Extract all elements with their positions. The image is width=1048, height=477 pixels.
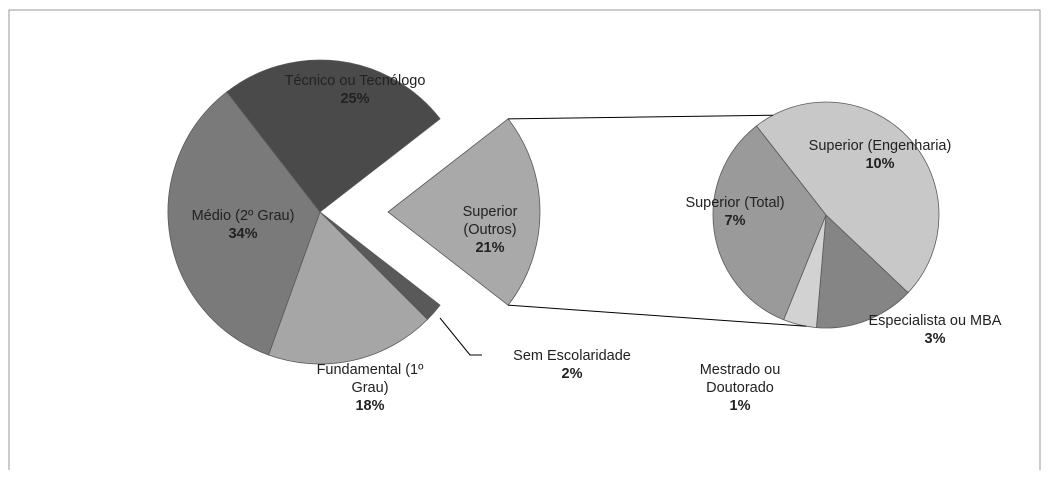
pie-slice	[755, 101, 940, 294]
data-label: Técnico ou Tecnólogo 25%	[255, 72, 455, 108]
pie-slice	[268, 211, 429, 365]
category-label: Especialista ou MBA	[868, 313, 1002, 329]
data-label: Especialista ou MBA 3%	[850, 312, 1020, 348]
data-label: Médio (2º Grau) 34%	[173, 207, 313, 243]
connector-line	[508, 304, 807, 327]
frame	[8, 9, 1041, 470]
value-label: 7%	[724, 213, 746, 229]
data-label: Superior (Engenharia) 10%	[790, 137, 970, 173]
pie-slice	[167, 91, 321, 356]
data-label: Superior (Total) 7%	[665, 194, 805, 230]
value-label: 10%	[865, 156, 895, 172]
data-label: Superior (Outros) 21%	[453, 203, 528, 257]
pie-slice	[387, 118, 541, 306]
category-label: Técnico ou Tecnólogo	[284, 73, 426, 89]
category-label: Médio (2º Grau)	[191, 208, 295, 224]
category-label: Superior (Total)	[685, 195, 785, 211]
pie-slice	[815, 214, 909, 329]
category-label: Mestrado ou Doutorado	[699, 362, 781, 396]
category-label: Fundamental (1º Grau)	[316, 362, 424, 396]
value-label: 18%	[355, 398, 385, 414]
data-label: Fundamental (1º Grau) 18%	[308, 361, 433, 415]
value-label: 1%	[729, 398, 751, 414]
value-label: 21%	[475, 240, 505, 256]
connector-line	[508, 114, 773, 120]
value-label: 25%	[340, 91, 370, 107]
pie-slice	[712, 125, 827, 321]
category-label: Superior (Engenharia)	[808, 138, 952, 154]
data-label: Mestrado ou Doutorado 1%	[690, 361, 790, 415]
pie-slice	[226, 59, 441, 213]
value-label: 34%	[228, 226, 258, 242]
data-label: Sem Escolaridade 2%	[487, 347, 657, 383]
value-label: 3%	[924, 331, 946, 347]
leader-line	[439, 317, 482, 356]
category-label: Sem Escolaridade	[513, 348, 631, 364]
category-label: Superior (Outros)	[462, 204, 518, 238]
value-label: 2%	[561, 366, 583, 382]
